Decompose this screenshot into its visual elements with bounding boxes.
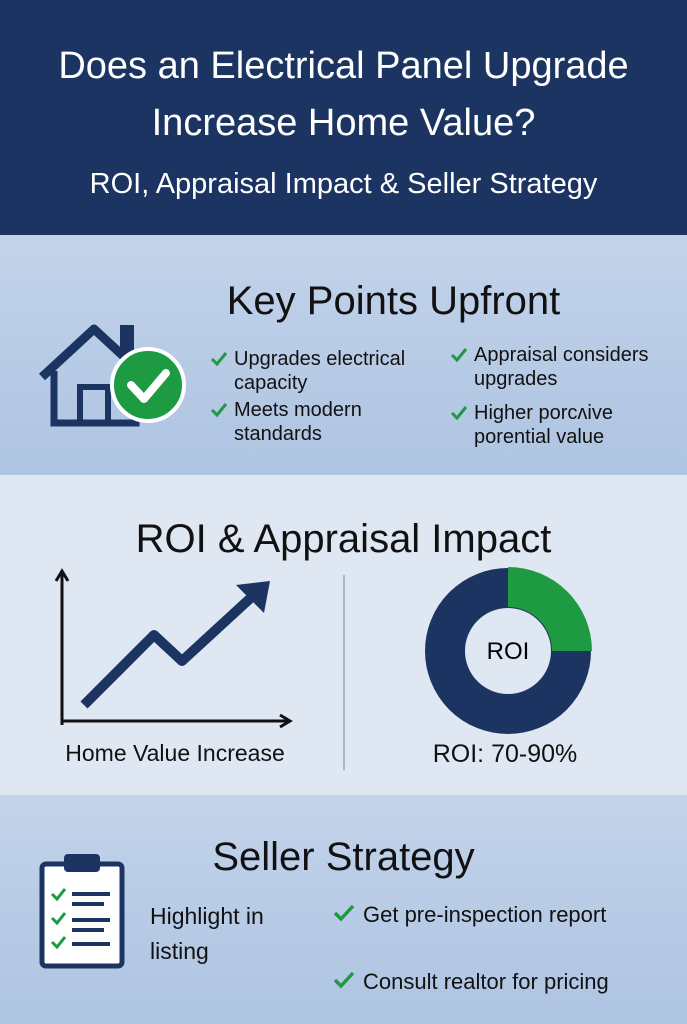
key-point: Higher porcʌive porential value xyxy=(450,401,664,449)
key-point-text: Higher porcʌive porential value xyxy=(474,402,613,448)
strategy-item: Get pre-inspection report xyxy=(333,900,663,929)
donut-icon: ROI xyxy=(425,567,592,734)
key-point: Meets modern standards xyxy=(210,398,424,446)
key-point-text: Upgrades electrical capacity xyxy=(234,348,406,394)
heading: Key Points Upfront xyxy=(226,279,561,323)
heading: Seller Strategy xyxy=(212,835,475,879)
key-point-text: Meets modern standards xyxy=(234,399,362,445)
strategy-text: Consult realtor for pricing xyxy=(363,969,609,994)
strategy-text: Get pre-inspection report xyxy=(363,902,607,927)
seller-strategy: Seller Strategy Highlight in listing Get… xyxy=(0,795,687,1024)
heading: ROI & Appraisal Impact xyxy=(135,517,552,561)
strategy-item: Consult realtor for pricing xyxy=(333,967,687,996)
key-point: Appraisal considers upgrades xyxy=(450,343,687,391)
title: Does an Electrical Panel Upgrade Increas… xyxy=(58,45,629,144)
key-points: Key Points Upfront Upgrades electrical c… xyxy=(0,235,687,475)
key-point: Upgrades electrical capacity xyxy=(210,347,464,395)
key-point-text: Appraisal considers upgrades xyxy=(474,344,649,390)
subtitle: ROI, Appraisal Impact & Seller Strategy xyxy=(89,168,598,200)
roi-section: ROI & Appraisal Impact ROI Home Value In… xyxy=(0,475,687,795)
chart-label: Home Value Increase xyxy=(65,740,285,766)
house-icon xyxy=(38,324,186,427)
highlight: Highlight in listing xyxy=(150,903,264,964)
growth-chart-icon xyxy=(54,568,293,729)
divider xyxy=(343,575,345,770)
roi-text: ROI: 70-90% xyxy=(432,740,578,768)
donut-label: ROI xyxy=(487,638,530,665)
header: Does an Electrical Panel Upgrade Increas… xyxy=(0,0,687,235)
clipboard-icon xyxy=(39,854,125,969)
